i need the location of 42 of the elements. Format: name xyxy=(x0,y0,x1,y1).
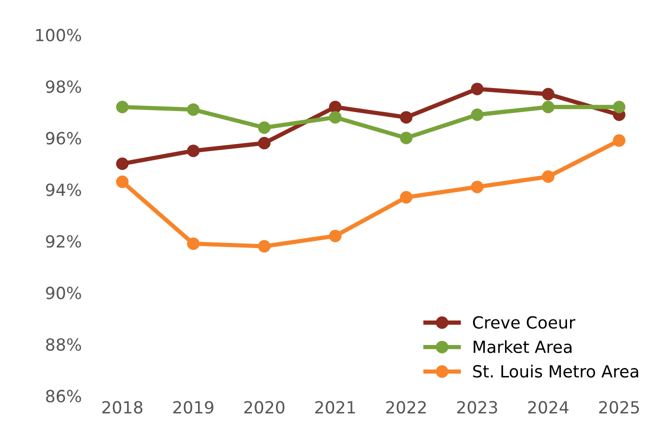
x-tick-label: 2023 xyxy=(457,401,498,414)
y-tick-label: 86% xyxy=(46,390,82,402)
point xyxy=(400,111,412,124)
point xyxy=(258,121,271,134)
y-tick-label: 92% xyxy=(46,235,82,248)
y-tick-label: 100% xyxy=(36,28,82,42)
y-tick-label: 88% xyxy=(46,338,82,351)
x-tick-label: 2018 xyxy=(102,401,142,414)
point xyxy=(187,103,200,116)
point xyxy=(400,132,412,144)
point xyxy=(542,88,554,100)
point xyxy=(542,100,554,114)
y-tick-label: 90% xyxy=(46,286,82,300)
point xyxy=(612,100,626,114)
point xyxy=(329,230,342,242)
legend-label: Creve Coeur xyxy=(473,316,576,329)
point xyxy=(258,136,271,150)
x-tick-label: 2019 xyxy=(173,401,214,414)
legend-label: Market Area xyxy=(474,340,572,354)
point xyxy=(470,82,484,96)
y-tick-label: 96% xyxy=(46,132,82,145)
point xyxy=(329,100,342,114)
x-tick-label: 2025 xyxy=(599,401,639,414)
legend-label: St. Louis Metro Area xyxy=(473,364,638,378)
x-tick-label: 2021 xyxy=(315,401,355,414)
point xyxy=(542,170,554,183)
point xyxy=(116,157,129,170)
point xyxy=(612,134,626,147)
point xyxy=(470,180,484,194)
x-tick-label: 2022 xyxy=(386,401,426,414)
y-tick-label: 98% xyxy=(46,80,82,93)
x-tick-label: 2024 xyxy=(528,401,568,414)
point xyxy=(116,100,129,114)
point xyxy=(116,176,129,188)
x-tick-label: 2020 xyxy=(244,401,284,414)
point xyxy=(187,144,200,158)
point xyxy=(258,240,271,253)
point xyxy=(400,191,412,204)
point xyxy=(329,111,342,124)
point xyxy=(470,108,484,121)
y-tick-label: 94% xyxy=(46,184,82,196)
point xyxy=(187,237,200,250)
